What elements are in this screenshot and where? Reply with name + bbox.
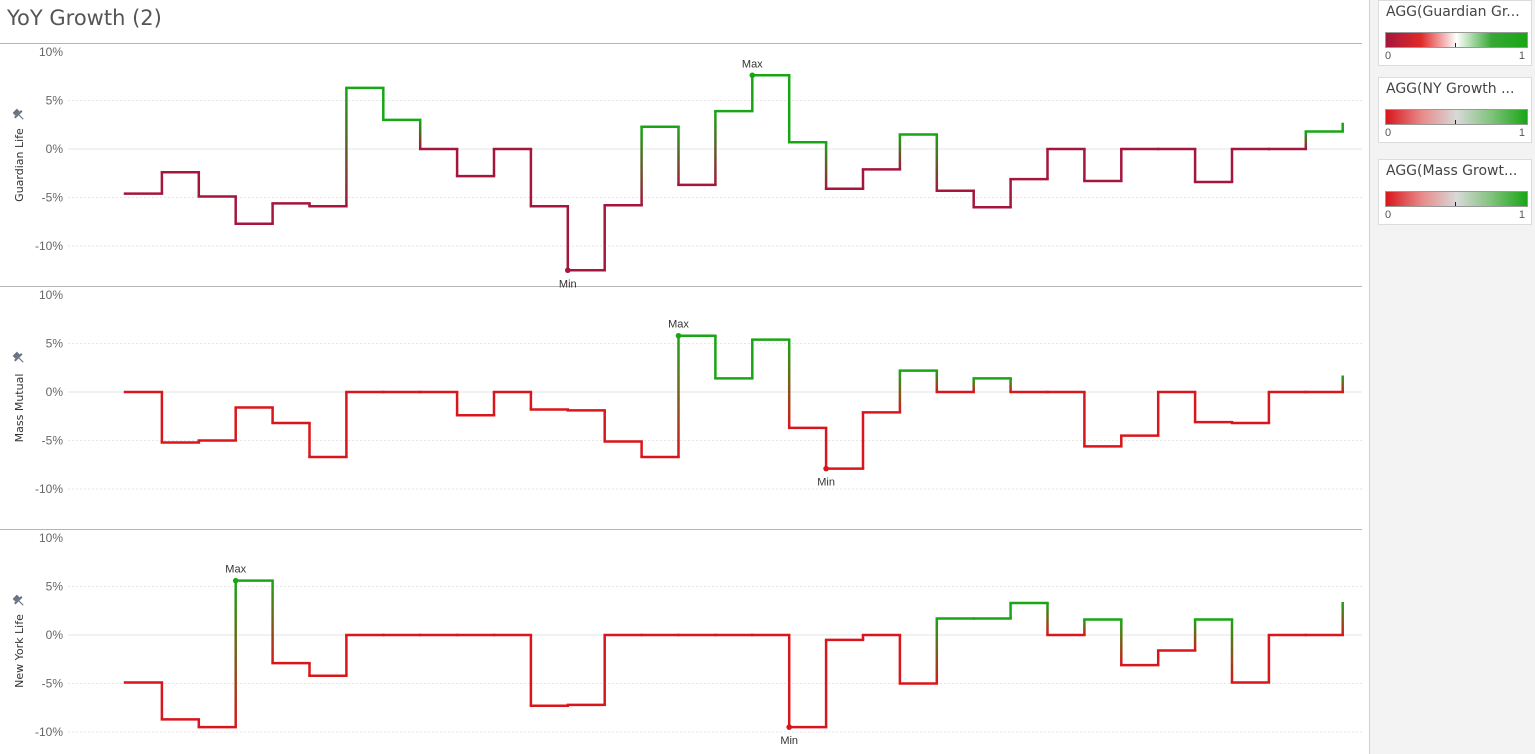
y-tick-label: 0%	[46, 142, 64, 156]
y-tick-label: 0%	[46, 385, 64, 399]
row-header-label: Mass Mutual	[13, 374, 26, 443]
legend-max-label: 1	[1518, 127, 1525, 139]
row-header-label: Guardian Life	[13, 128, 26, 202]
legend-max-label: 1	[1518, 50, 1525, 62]
max-annotation: Max	[742, 58, 763, 70]
y-tick-label: 5%	[46, 94, 64, 108]
pin-icon[interactable]	[11, 350, 27, 366]
min-point[interactable]	[786, 724, 792, 730]
legend-midpoint-tick	[1455, 43, 1456, 47]
page-title: YoY Growth (2)	[7, 6, 162, 30]
y-tick-label: -10%	[35, 239, 63, 253]
legend-mass-growth[interactable]: AGG(Mass Growt... 0 1	[1378, 159, 1532, 225]
y-tick-label: 10%	[39, 45, 63, 59]
legend-title: AGG(NY Growth ...	[1386, 81, 1515, 97]
y-tick-label: 10%	[39, 531, 63, 545]
min-point[interactable]	[565, 267, 571, 274]
y-tick-label: 10%	[39, 288, 63, 302]
pin-icon[interactable]	[11, 593, 27, 609]
yoy-growth-chart: 10% 5% 0% -5% -10% Guardian Life Max Min 10% 5% 0…	[0, 43, 1362, 747]
legend-panel: AGG(Guardian Gr... 0 1 AGG(NY Growth ...…	[1369, 0, 1535, 754]
max-point[interactable]	[232, 577, 239, 584]
max-point[interactable]	[749, 72, 756, 79]
panel-new-york-life: 10% 5% 0% -5% -10% New York Life Max Min	[11, 531, 1362, 747]
legend-min-label: 0	[1385, 209, 1392, 221]
row-header-label: New York Life	[13, 614, 26, 688]
legend-min-label: 0	[1385, 127, 1392, 139]
color-gradient-bar	[1385, 109, 1528, 125]
max-annotation: Max	[668, 319, 689, 331]
legend-max-label: 1	[1518, 209, 1525, 221]
min-annotation: Min	[780, 735, 798, 747]
legend-midpoint-tick	[1455, 120, 1456, 124]
min-annotation: Min	[559, 278, 577, 290]
color-gradient-bar	[1385, 191, 1528, 207]
panel-mass-mutual: 10% 5% 0% -5% -10% Mass Mutual Max Min	[11, 288, 1362, 496]
color-gradient-bar	[1385, 32, 1528, 48]
y-tick-label: -10%	[35, 725, 63, 739]
legend-ny-growth[interactable]: AGG(NY Growth ... 0 1	[1378, 77, 1532, 143]
panel-guardian-life: 10% 5% 0% -5% -10% Guardian Life Max Min	[11, 45, 1362, 290]
y-tick-label: -10%	[35, 482, 63, 496]
y-tick-label: -5%	[42, 677, 64, 691]
legend-title: AGG(Guardian Gr...	[1386, 4, 1520, 20]
legend-midpoint-tick	[1455, 202, 1456, 206]
y-tick-label: 5%	[46, 337, 64, 351]
min-annotation: Min	[817, 477, 835, 489]
y-tick-label: 0%	[46, 628, 64, 642]
max-point[interactable]	[675, 332, 682, 339]
legend-min-label: 0	[1385, 50, 1392, 62]
y-tick-label: 5%	[46, 580, 64, 594]
y-tick-label: -5%	[42, 191, 64, 205]
max-annotation: Max	[225, 564, 246, 576]
legend-title: AGG(Mass Growt...	[1386, 163, 1518, 179]
legend-guardian-growth[interactable]: AGG(Guardian Gr... 0 1	[1378, 0, 1532, 66]
min-point[interactable]	[823, 465, 829, 472]
y-tick-label: -5%	[42, 434, 64, 448]
pin-icon[interactable]	[11, 107, 27, 123]
